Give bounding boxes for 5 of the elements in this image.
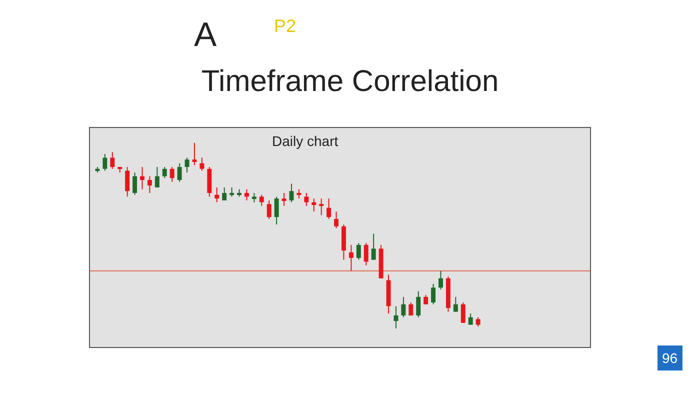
chart-title: Timeframe Correlation bbox=[201, 64, 499, 98]
text: P2 bbox=[274, 16, 296, 36]
text: 96 bbox=[662, 350, 678, 366]
text: A bbox=[194, 16, 217, 54]
chart-subtitle: Daily chart bbox=[272, 133, 338, 149]
